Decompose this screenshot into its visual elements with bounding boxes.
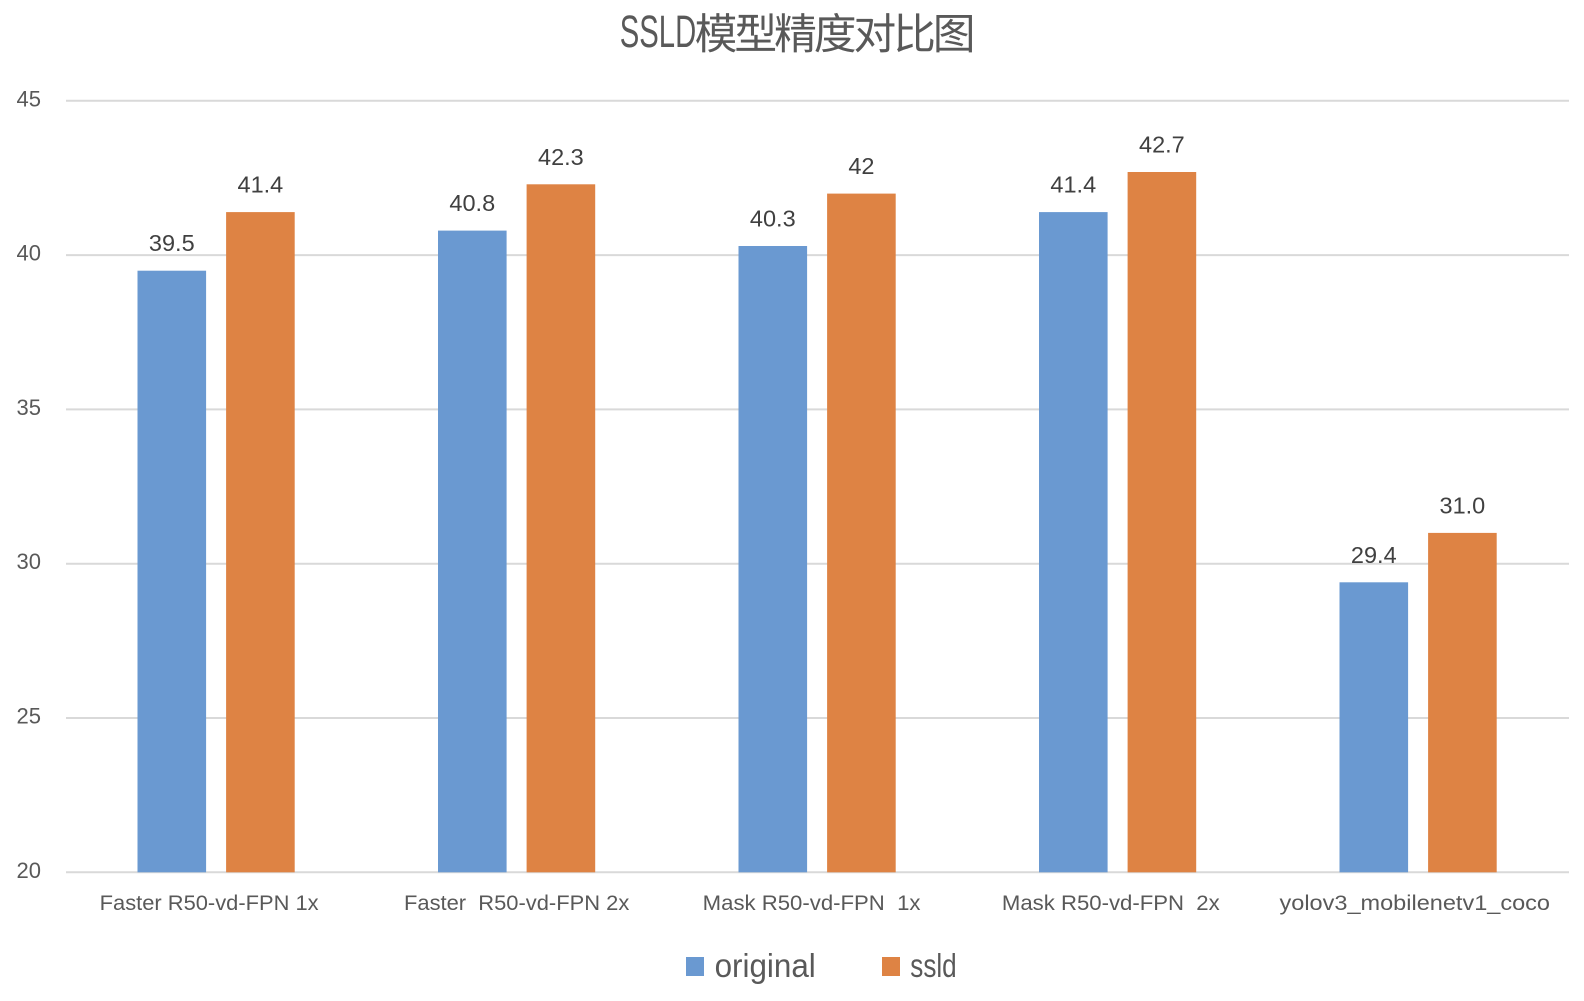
svg-text:25: 25 (17, 704, 41, 729)
svg-text:40.8: 40.8 (449, 190, 495, 216)
svg-text:Faster R50-vd-FPN 1x: Faster R50-vd-FPN 1x (100, 892, 319, 915)
svg-text:40: 40 (17, 241, 41, 266)
svg-text:29.4: 29.4 (1351, 542, 1397, 568)
svg-text:40.3: 40.3 (750, 206, 796, 232)
svg-text:30: 30 (17, 549, 41, 574)
svg-text:ssld: ssld (910, 947, 956, 984)
svg-text:20: 20 (17, 858, 41, 883)
svg-text:Mask R50-vd-FPN 1x: Mask R50-vd-FPN 1x (703, 892, 921, 915)
svg-text:original: original (715, 947, 816, 984)
svg-text:41.4: 41.4 (238, 172, 284, 198)
svg-text:35: 35 (17, 395, 41, 420)
svg-text:42: 42 (848, 153, 874, 179)
svg-text:yolov3_mobilenetv1_coco: yolov3_mobilenetv1_coco (1280, 892, 1551, 915)
svg-text:42.7: 42.7 (1139, 132, 1185, 158)
svg-text:31.0: 31.0 (1440, 492, 1486, 518)
svg-text:SSLD: SSLD (620, 6, 696, 57)
svg-text:Mask R50-vd-FPN 2x: Mask R50-vd-FPN 2x (1002, 892, 1220, 915)
svg-text:Faster R50-vd-FPN 2x: Faster R50-vd-FPN 2x (404, 892, 630, 915)
svg-text:45: 45 (17, 86, 41, 111)
svg-text:42.3: 42.3 (538, 144, 584, 170)
svg-text:41.4: 41.4 (1050, 172, 1096, 198)
svg-text:39.5: 39.5 (149, 230, 195, 256)
